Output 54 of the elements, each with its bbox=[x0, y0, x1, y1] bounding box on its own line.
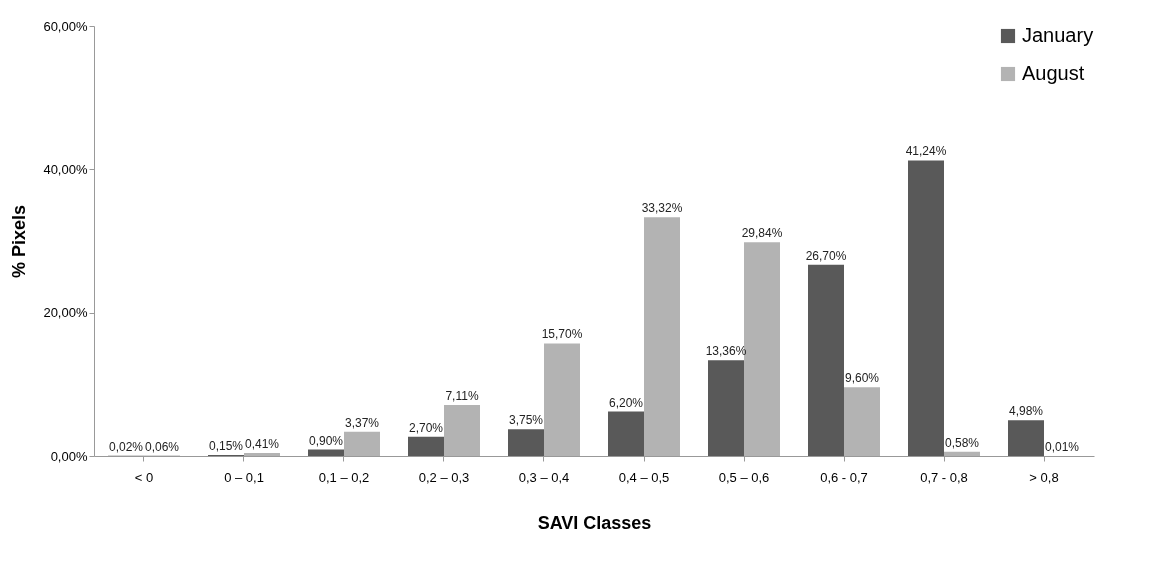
data-label: 4,98% bbox=[1008, 404, 1044, 419]
x-tick-label: 0,1 – 0,2 bbox=[318, 469, 370, 485]
x-tick-label: > 0,8 bbox=[1029, 469, 1059, 485]
x-tick-label: 0,3 – 0,4 bbox=[518, 469, 570, 485]
data-label: 3,37% bbox=[344, 415, 380, 430]
bar bbox=[1008, 420, 1044, 456]
bar bbox=[708, 360, 744, 456]
x-tick-label: 0,7 - 0,8 bbox=[920, 469, 968, 485]
bar bbox=[344, 431, 380, 456]
bar bbox=[944, 451, 980, 456]
data-label: 0,01% bbox=[1044, 439, 1080, 454]
data-label: 29,84% bbox=[741, 226, 783, 241]
data-label: 0,58% bbox=[944, 435, 980, 450]
y-axis-title: % Pixels bbox=[9, 204, 30, 279]
legend-label: August bbox=[1022, 62, 1085, 84]
bar bbox=[308, 449, 344, 456]
bar bbox=[744, 242, 780, 456]
data-label: 2,70% bbox=[408, 420, 444, 435]
x-axis-title: SAVI Classes bbox=[537, 512, 652, 533]
data-label: 3,75% bbox=[508, 413, 544, 428]
bar bbox=[644, 217, 680, 456]
bar bbox=[408, 436, 444, 456]
data-label: 13,36% bbox=[705, 344, 747, 359]
bar bbox=[808, 264, 844, 456]
x-tick-label: 0,6 - 0,7 bbox=[820, 469, 868, 485]
data-label: 15,70% bbox=[541, 327, 583, 342]
x-tick-label: 0 – 0,1 bbox=[224, 469, 264, 485]
bar bbox=[608, 411, 644, 456]
bar bbox=[244, 453, 280, 456]
x-tick-label: 0,2 – 0,3 bbox=[418, 469, 470, 485]
bar bbox=[908, 160, 944, 456]
bar bbox=[444, 405, 480, 456]
data-label: 26,70% bbox=[805, 248, 847, 263]
data-label: 6,20% bbox=[608, 395, 644, 410]
x-tick-label: 0,5 – 0,6 bbox=[718, 469, 770, 485]
legend-label: January bbox=[1022, 24, 1094, 46]
data-label: 0,41% bbox=[244, 437, 280, 452]
data-label: 9,60% bbox=[844, 371, 880, 386]
data-label: 0,90% bbox=[308, 433, 344, 448]
y-tick-label: 60,00% bbox=[43, 18, 88, 34]
data-label: 33,32% bbox=[641, 201, 683, 216]
bar bbox=[508, 429, 544, 456]
x-tick-label: 0,4 – 0,5 bbox=[618, 469, 670, 485]
data-label: 0,02% bbox=[108, 439, 144, 454]
data-label: 41,24% bbox=[905, 144, 947, 159]
data-label: 7,11% bbox=[445, 389, 479, 404]
y-tick-label: 40,00% bbox=[43, 161, 88, 177]
bar bbox=[844, 387, 880, 456]
data-label: 0,06% bbox=[144, 439, 180, 454]
y-tick-label: 0,00% bbox=[50, 448, 88, 464]
data-label: 0,15% bbox=[208, 438, 244, 453]
bar bbox=[544, 343, 580, 456]
x-tick-label: < 0 bbox=[134, 469, 154, 485]
y-tick-label: 20,00% bbox=[43, 305, 88, 321]
